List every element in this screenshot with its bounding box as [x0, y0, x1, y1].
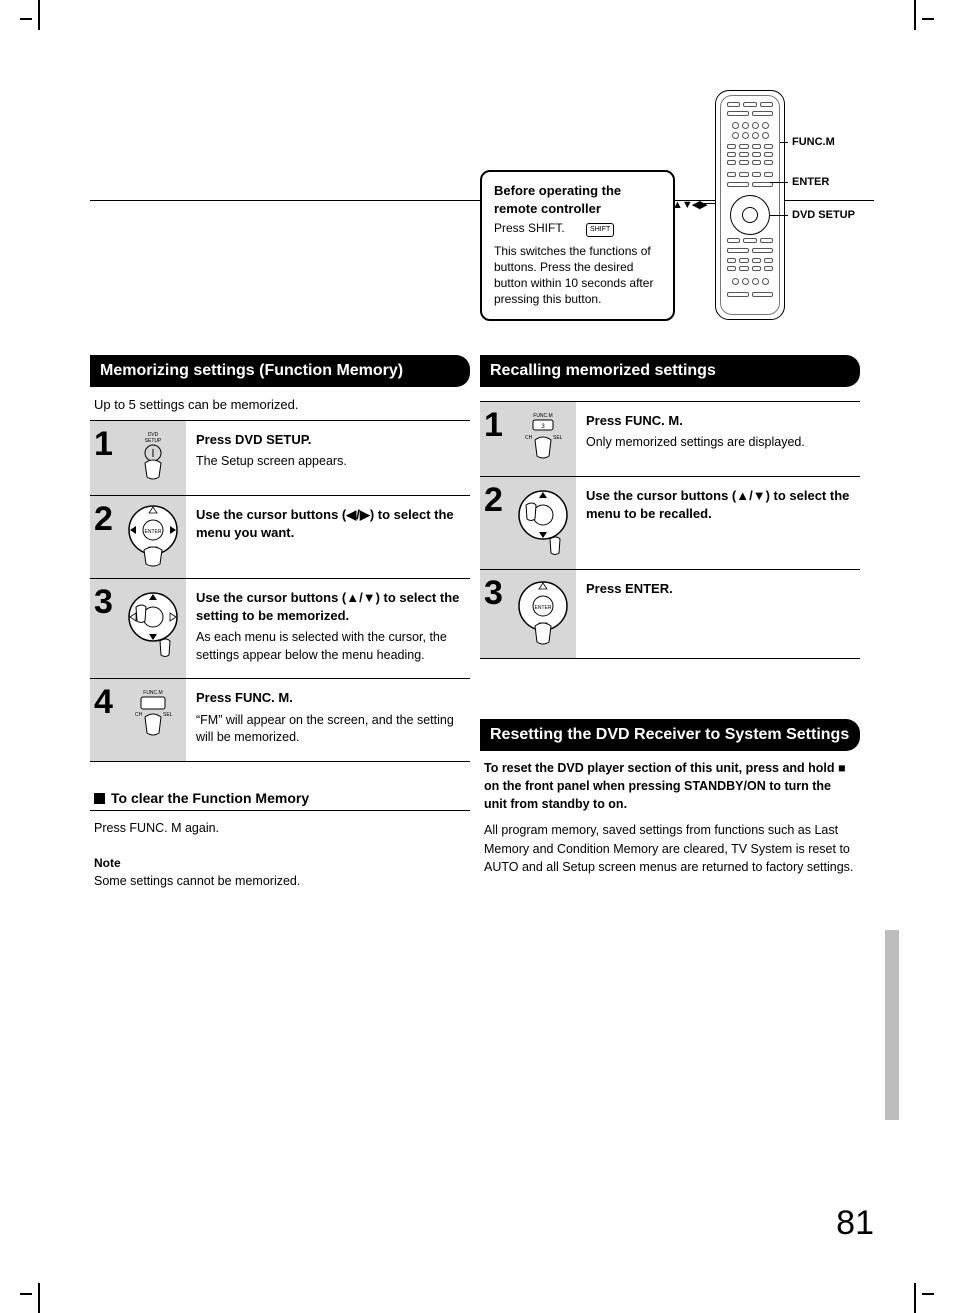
- left-steps: 1 DVD SETUP Press DVD SETUP. The Setup s…: [90, 420, 470, 762]
- right-step-2: 2 Use the cursor buttons (▲/▼) to select…: [480, 476, 860, 569]
- right-step-1: 1 FUNC.M 3 CHSEL Press FUNC. M. Only mem…: [480, 401, 860, 476]
- step-body-text: As each menu is selected with the cursor…: [196, 629, 464, 664]
- remote-label-enter: ENTER: [792, 176, 829, 188]
- right-steps: 1 FUNC.M 3 CH SEL Press FUNC. M. Only mem…: [480, 401, 860, 659]
- svg-text:FUNC.M: FUNC.M: [143, 690, 162, 696]
- remote-label-funcm: FUNC.M: [792, 136, 835, 148]
- right-step-3: 3 ENTER Press ENTER.: [480, 569, 860, 659]
- page-number: 81: [836, 1204, 874, 1243]
- svg-text:ENTER: ENTER: [535, 605, 552, 611]
- shift-key-icon: SHIFT: [586, 223, 614, 236]
- dvd-setup-icon: DVD SETUP: [124, 427, 182, 485]
- section-heading-recalling: Recalling memorized settings: [480, 355, 860, 387]
- clear-body: Press FUNC. M again.: [90, 811, 470, 837]
- svg-text:CH: CH: [525, 435, 533, 441]
- step-number: 3: [94, 585, 120, 619]
- step-title: Use the cursor buttons (◀/▶) to select t…: [196, 506, 464, 542]
- svg-text:FUNC.M: FUNC.M: [533, 413, 552, 419]
- dpad-ud-icon: [514, 483, 572, 559]
- note-body: Some settings cannot be memorized.: [94, 874, 300, 888]
- step-number: 4: [94, 685, 120, 719]
- left-step-1: 1 DVD SETUP Press DVD SETUP. The Setup s…: [90, 420, 470, 495]
- svg-text:SETUP: SETUP: [145, 438, 162, 444]
- svg-text:CH: CH: [135, 712, 143, 718]
- step-title: Press DVD SETUP.: [196, 431, 464, 449]
- step-title: Press ENTER.: [586, 580, 854, 598]
- step-title: Press FUNC. M.: [586, 412, 854, 430]
- left-step-3: 3 Use the cursor buttons (▲/▼) to: [90, 578, 470, 678]
- crop-mark-bl: [20, 1283, 50, 1313]
- funcm-icon: FUNC.M CH SEL: [124, 685, 182, 743]
- section-side-tab: [885, 930, 899, 1120]
- svg-text:ENTER: ENTER: [145, 529, 162, 535]
- crop-mark-tr: [904, 0, 934, 30]
- left-intro: Up to 5 settings can be memorized.: [90, 387, 470, 420]
- step-body-text: Only memorized settings are displayed.: [586, 434, 854, 452]
- arrows-symbol: ▲▼◀▶: [672, 198, 707, 211]
- note-label: Note: [94, 855, 466, 872]
- dpad-lr-icon: ENTER: [124, 502, 182, 568]
- callout-title: Before operating the remote controller: [494, 182, 661, 217]
- section-heading-resetting: Resetting the DVD Receiver to System Set…: [480, 719, 860, 751]
- clear-function-memory-heading: To clear the Function Memory: [90, 790, 470, 811]
- remote-dpad-icon: [730, 195, 770, 235]
- left-step-4: 4 FUNC.M CH SEL Press FUNC. M. “FM” will …: [90, 678, 470, 761]
- step-number: 2: [484, 483, 510, 517]
- reset-body: All program memory, saved settings from …: [480, 813, 860, 875]
- svg-text:SEL: SEL: [163, 712, 173, 718]
- crop-mark-tl: [20, 0, 50, 30]
- step-number: 1: [94, 427, 120, 461]
- svg-text:SEL: SEL: [553, 435, 563, 441]
- step-number: 2: [94, 502, 120, 536]
- dpad-enter-icon: ENTER: [514, 576, 572, 648]
- remote-illustration: [715, 90, 785, 320]
- dpad-ud-icon: [124, 585, 182, 661]
- step-title: Use the cursor buttons (▲/▼) to select t…: [196, 589, 464, 625]
- section-heading-memorizing: Memorizing settings (Function Memory): [90, 355, 470, 387]
- clear-heading-text: To clear the Function Memory: [111, 790, 309, 806]
- callout-body: This switches the functions of buttons. …: [494, 243, 661, 308]
- step-title: Use the cursor buttons (▲/▼) to select t…: [586, 487, 854, 523]
- step-number: 3: [484, 576, 510, 610]
- step-title: Press FUNC. M.: [196, 689, 464, 707]
- before-operating-callout: Before operating the remote controller P…: [480, 170, 675, 321]
- funcm-icon: FUNC.M 3 CHSEL: [514, 408, 572, 466]
- step-body-text: “FM” will appear on the screen, and the …: [196, 712, 464, 747]
- crop-mark-br: [904, 1283, 934, 1313]
- remote-label-dvdsetup: DVD SETUP: [792, 209, 855, 221]
- left-step-2: 2 ENTER Use the cursor buttons (◀/▶: [90, 495, 470, 578]
- callout-press-shift: Press SHIFT.: [494, 221, 565, 235]
- step-number: 1: [484, 408, 510, 442]
- step-body-text: The Setup screen appears.: [196, 453, 464, 471]
- reset-bold: To reset the DVD player section of this …: [484, 761, 846, 811]
